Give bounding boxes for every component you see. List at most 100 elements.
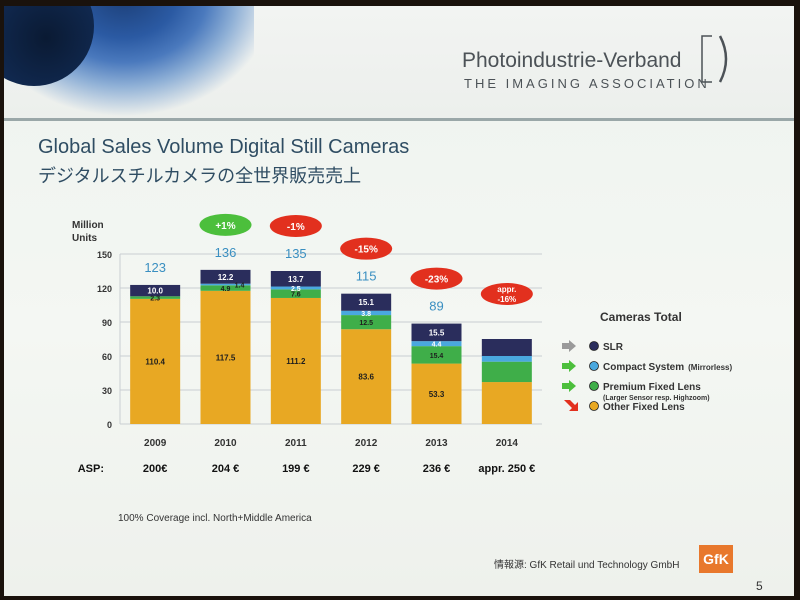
data-label: 111.2 [286,357,306,366]
total-label: 136 [215,245,237,260]
x-tick-label: 2009 [144,438,167,449]
header-banner: Photoindustrie-Verband THE IMAGING ASSOC… [4,6,794,118]
data-label: 2.5 [291,286,301,293]
asp-value: 200€ [143,463,167,475]
legend-sublabel: (Mirrorless) [688,363,732,372]
total-label: 115 [356,269,377,284]
total-label: 123 [144,260,166,275]
bar-segment-premium-fixed [341,315,392,330]
data-label: 4.4 [432,342,442,349]
bar-segment-other-fixed [411,363,462,424]
bar-segment-other-fixed [270,297,321,424]
bar-segment-compact-system [411,341,462,347]
change-badge [480,283,533,305]
bar-layer [130,269,532,424]
bar-segment-other-fixed [130,298,181,424]
bar-segment-compact-system [481,356,532,362]
chart-title: Global Sales Volume Digital Still Camera… [38,136,410,158]
data-label: 10.0 [147,287,163,296]
bar-segment-premium-fixed [200,285,251,291]
legend-sublabel: (Larger Sensor resp. Highzoom) [603,395,710,402]
asp-value: appr. 250 € [478,463,535,475]
presentation-slide: Photoindustrie-Verband THE IMAGING ASSOC… [4,6,794,596]
source-credit: 情報源: GfK Retail und Technology GmbH [494,560,680,571]
legend-arrow-up-icon [562,380,576,392]
y-tick-label: 0 [107,420,112,430]
change-badge-text: -15% [354,245,377,256]
y-axis-unit-label: Million [72,220,104,231]
data-label: 15.4 [430,353,444,360]
y-tick-label: 30 [102,386,112,396]
bar-segment-compact-system [270,286,321,290]
legend-layer: Cameras Total SLR Compact System (Mirrorles… [562,310,732,413]
y-axis-unit-label: Units [72,233,97,244]
asp-value: 199 € [282,463,310,475]
data-label: 13.7 [288,275,304,284]
legend-swatch-premium-fixed [589,381,599,391]
eye-image [4,6,254,118]
data-label: 53.3 [429,390,445,399]
bar-segment-compact-system [200,283,251,286]
bar-segment-other-fixed [481,382,532,424]
legend-label: SLR [603,342,624,353]
bar-segment-slr [270,271,321,287]
y-tick-label: 60 [102,352,112,362]
data-label: 110.4 [145,357,165,366]
legend-label: Compact System (Mirrorless) [603,362,732,373]
total-label: 89 [429,299,443,314]
asp-value: 236 € [423,463,451,475]
data-label: 7.6 [291,292,301,299]
change-badge-text: appr. [497,285,516,294]
bracket-logo-icon [701,35,728,83]
bar-segment-slr [130,284,181,297]
label-layer: 110.4 2.310.0 123 2009 200€ 117.5 4.9 1.412.2 13… [78,213,535,475]
change-badge-text: -1% [287,222,305,233]
footnote: 100% Coverage incl. North+Middle America [118,513,312,524]
gfk-logo: GfK [699,545,733,573]
bar-segment-compact-system [341,310,392,316]
chart-title-japanese: デジタルスチルカメラの全世界販売売上 [38,166,362,186]
logo-subtitle: THE IMAGING ASSOCIATION [464,76,710,91]
bar-segment-premium-fixed [130,296,181,299]
data-label: 15.1 [358,298,374,307]
header-divider [4,118,794,121]
legend-swatch-slr [589,341,599,351]
bar-segment-slr [200,269,251,284]
x-tick-label: 2014 [496,438,519,449]
total-label: 135 [285,246,307,261]
change-badge-text: +1% [215,221,235,232]
legend-arrow-down-icon [564,400,578,411]
bar-segment-premium-fixed [270,289,321,298]
data-label: 12.5 [359,320,373,327]
bar-segment-slr [481,339,532,356]
bar-segment-premium-fixed [481,361,532,383]
asp-value: 229 € [352,463,380,475]
change-badge-text: -23% [425,275,448,286]
change-badge [199,213,252,236]
legend-title: Cameras Total [600,310,682,324]
x-tick-label: 2013 [425,438,448,449]
x-tick-label: 2012 [355,438,378,449]
bar-segment-other-fixed [200,290,251,424]
logo-name: Photoindustrie-Verband [462,49,682,72]
data-label: 83.6 [358,373,374,382]
data-label: 12.2 [218,273,234,282]
data-label: 2.3 [150,296,160,303]
change-badge [410,267,463,290]
legend-swatch-compact-system [589,361,599,371]
y-tick-label: 120 [97,284,112,294]
legend-arrow-flat-icon [562,340,576,352]
change-badge-text: -16% [497,295,516,304]
change-badge [269,215,322,237]
data-label: 15.5 [429,328,445,337]
data-label: 3.8 [361,311,371,318]
data-label: 1.4 [235,282,245,289]
y-tick-label: 90 [102,318,112,328]
bar-segment-other-fixed [341,329,392,424]
x-tick-label: 2010 [214,438,237,449]
bar-segment-premium-fixed [411,346,462,364]
bar-segment-slr [411,323,462,342]
grid-layer: Million Units 0 30 60 90 120 150 [72,220,542,430]
asp-label: ASP: [78,463,104,475]
legend-label: Other Fixed Lens [603,402,685,413]
